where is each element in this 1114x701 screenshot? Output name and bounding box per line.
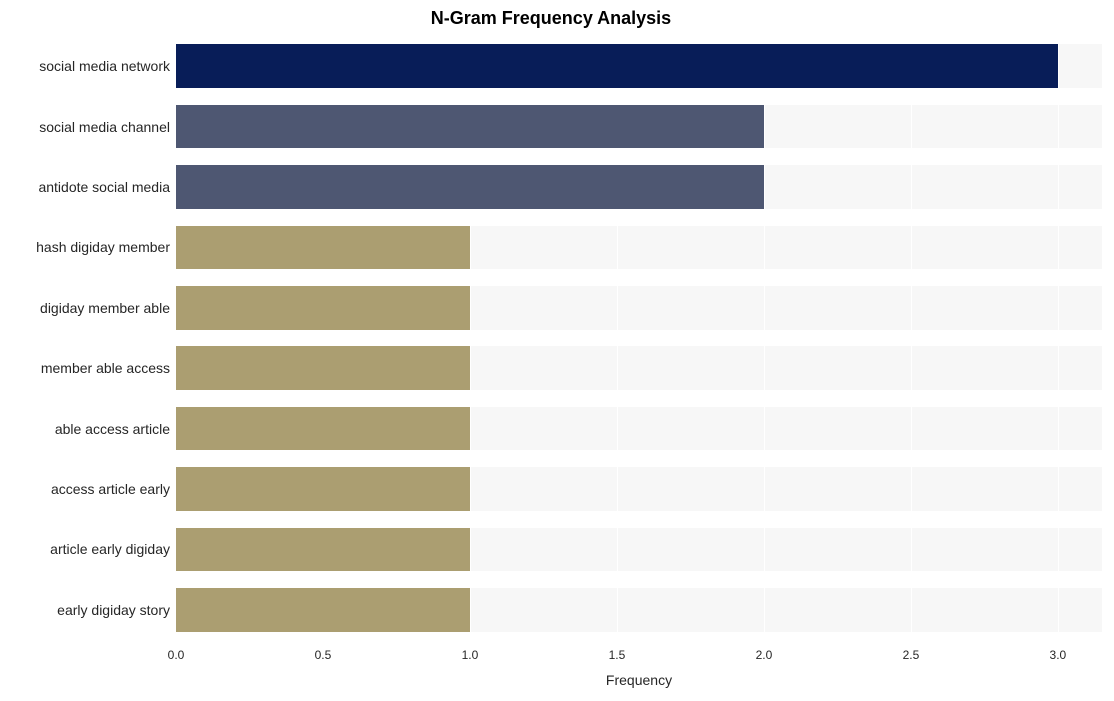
row-gap (176, 88, 1102, 105)
row-gap (176, 632, 1102, 649)
x-tick-label: 2.0 (756, 648, 773, 662)
row-gap (176, 511, 1102, 528)
x-tick-label: 3.0 (1050, 648, 1067, 662)
y-tick-label: article early digiday (50, 541, 170, 557)
x-tick-label: 0.0 (168, 648, 185, 662)
row-gap (176, 450, 1102, 467)
row-gap (176, 148, 1102, 165)
bar (176, 165, 764, 208)
y-axis-labels: social media network social media channel… (0, 36, 170, 640)
bar (176, 528, 470, 571)
row-gap (176, 330, 1102, 347)
y-tick-label: social media channel (39, 119, 170, 135)
row-gap (176, 269, 1102, 286)
y-tick-label: member able access (41, 360, 170, 376)
chart-title: N-Gram Frequency Analysis (0, 8, 926, 29)
bar (176, 407, 470, 450)
bar (176, 346, 470, 389)
row-gap (176, 390, 1102, 407)
y-tick-label: able access article (55, 421, 170, 437)
x-axis-title: Frequency (606, 672, 672, 688)
bar (176, 44, 1058, 87)
bar (176, 226, 470, 269)
y-tick-label: antidote social media (38, 179, 170, 195)
bar (176, 588, 470, 631)
bar (176, 105, 764, 148)
x-tick-label: 1.0 (462, 648, 479, 662)
x-tick-label: 0.5 (315, 648, 332, 662)
ngram-chart: N-Gram Frequency Analysis social media n… (0, 0, 1114, 701)
bar (176, 286, 470, 329)
y-tick-label: digiday member able (40, 300, 170, 316)
bar (176, 467, 470, 510)
y-tick-label: access article early (51, 481, 170, 497)
row-gap (176, 209, 1102, 226)
y-tick-label: social media network (39, 58, 170, 74)
y-tick-label: hash digiday member (36, 239, 170, 255)
row-gap (176, 28, 1102, 45)
x-tick-label: 1.5 (609, 648, 626, 662)
y-tick-label: early digiday story (57, 602, 170, 618)
plot-area (176, 36, 1102, 640)
x-tick-label: 2.5 (903, 648, 920, 662)
row-gap (176, 571, 1102, 588)
